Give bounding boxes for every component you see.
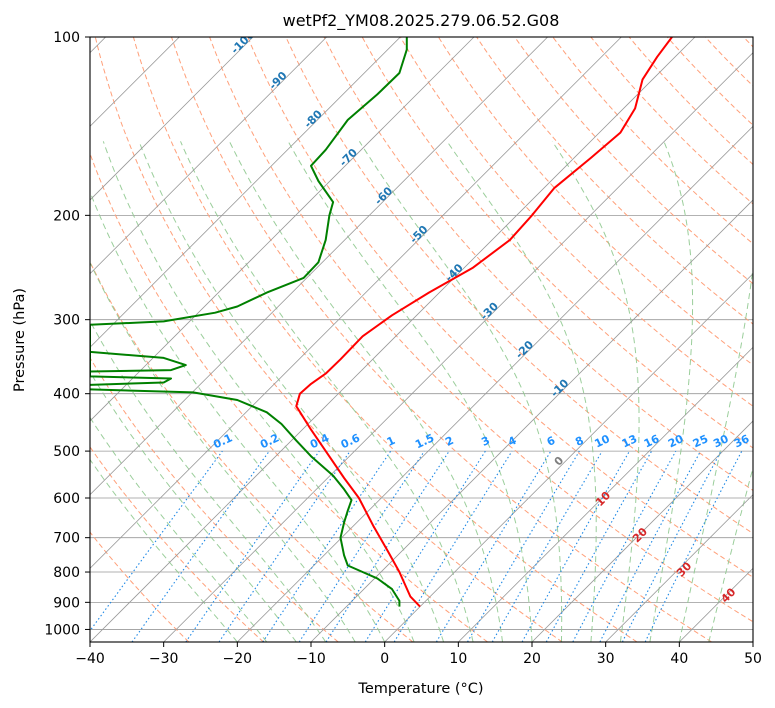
isotherm-line <box>458 346 753 642</box>
moist-adiabat <box>551 141 640 642</box>
moist-adiabat <box>138 141 445 642</box>
y-tick-label: 100 <box>53 30 80 46</box>
dry-adiabat <box>132 37 638 642</box>
dry-adiabat <box>476 37 753 325</box>
mixing-ratio-label: 16 <box>642 432 662 450</box>
dewpoint-profile <box>90 37 408 607</box>
mixing-ratio-label: 20 <box>666 432 686 450</box>
mixing-ratio-line <box>90 450 223 632</box>
x-tick-label: 20 <box>523 651 541 667</box>
temperature-profile <box>295 37 673 608</box>
mixing-ratio-line <box>491 450 603 642</box>
mixing-ratio-line <box>364 450 486 642</box>
moist-adiabat <box>678 264 753 642</box>
dry-adiabat <box>323 37 753 491</box>
dry-adiabat <box>590 37 753 205</box>
dry-adiabat <box>552 37 753 245</box>
x-tick-label: 30 <box>597 651 615 667</box>
mixing-ratio-label: 13 <box>620 432 639 450</box>
y-tick-label: 1000 <box>44 622 80 638</box>
chart-title: wetPf2_YM08.2025.279.06.52.G08 <box>283 11 560 31</box>
moist-adiabat <box>287 141 533 642</box>
x-tick-label: 40 <box>670 651 688 667</box>
isotherm-line <box>90 37 401 348</box>
x-tick-label: 0 <box>380 651 389 667</box>
dry-adiabat <box>90 356 339 642</box>
x-tick-label: −40 <box>75 651 105 667</box>
moist-adiabat <box>90 416 268 642</box>
mixing-ratio-line <box>325 450 450 642</box>
isotherm-line <box>90 37 622 569</box>
y-tick-label: 200 <box>53 208 80 224</box>
y-tick-label: 900 <box>53 595 80 611</box>
x-axis: −40 −30 −20 −10 0 10 20 30 40 50 <box>75 642 762 667</box>
isotherm-line <box>237 125 753 642</box>
mixing-ratio-line <box>185 450 320 642</box>
moist-adiabat <box>180 141 474 642</box>
moist-adiabat <box>90 320 327 642</box>
plot-frame <box>89 36 754 643</box>
mixing-ratio-label: 30 <box>711 432 731 450</box>
mixing-ratio-line <box>218 450 351 642</box>
isotherm-line <box>163 52 753 642</box>
x-tick-label: 50 <box>744 651 762 667</box>
dry-adiabat <box>209 37 753 623</box>
y-tick-label: 800 <box>53 565 80 581</box>
isotherm-line <box>90 37 696 642</box>
mixing-ratio-line <box>521 450 630 642</box>
mixing-ratio-line <box>545 450 653 642</box>
y-tick-label: 400 <box>53 387 80 403</box>
dry-adiabat <box>94 37 563 642</box>
isotherm-line <box>605 494 753 642</box>
isotherm-line <box>310 199 753 642</box>
mixing-ratio-label: 25 <box>691 432 710 450</box>
moist-adiabat <box>358 141 563 642</box>
mixing-ratio-line <box>393 450 513 642</box>
moist-adiabat <box>228 141 503 642</box>
moist-adiabat <box>90 261 356 642</box>
y-tick-label: 300 <box>53 313 80 329</box>
dry-adiabat <box>171 37 712 642</box>
x-tick-label: −10 <box>296 651 326 667</box>
y-tick-label: 600 <box>53 491 80 507</box>
y-axis-label: Pressure (hPa) <box>12 288 28 392</box>
mixing-ratio-label: 36 <box>732 432 752 450</box>
y-tick-label: 700 <box>53 531 80 547</box>
y-axis: 100 200 300 400 500 600 700 800 900 1000 <box>44 30 90 638</box>
dry-adiabat <box>90 531 190 642</box>
y-tick-label: 500 <box>53 444 80 460</box>
isotherm-line <box>90 37 548 496</box>
x-tick-label: 10 <box>449 651 467 667</box>
mixing-ratio-line <box>435 450 552 642</box>
dry-adiabat <box>90 260 414 642</box>
mixing-ratio-line <box>572 450 677 642</box>
x-tick-label: −20 <box>223 651 253 667</box>
isotherm-line <box>90 37 327 275</box>
dry-adiabat <box>285 37 753 535</box>
isotherm-line <box>90 37 254 201</box>
isotherm-line <box>90 37 475 422</box>
moist-adiabat <box>90 190 386 642</box>
isotherm-line <box>531 420 753 642</box>
mixing-ratio-label: 10 <box>593 432 613 450</box>
moist-adiabat <box>446 141 597 642</box>
x-tick-label: −30 <box>149 651 179 667</box>
mixing-ratio-line <box>131 450 270 642</box>
mixing-ratio-line <box>467 450 580 642</box>
moist-adiabat <box>649 141 694 642</box>
dry-adiabat <box>437 37 753 366</box>
dry-adiabat <box>399 37 753 407</box>
isotherm-line <box>384 273 753 642</box>
moist-adiabat <box>90 370 297 642</box>
x-axis-label: Temperature (°C) <box>357 681 483 697</box>
